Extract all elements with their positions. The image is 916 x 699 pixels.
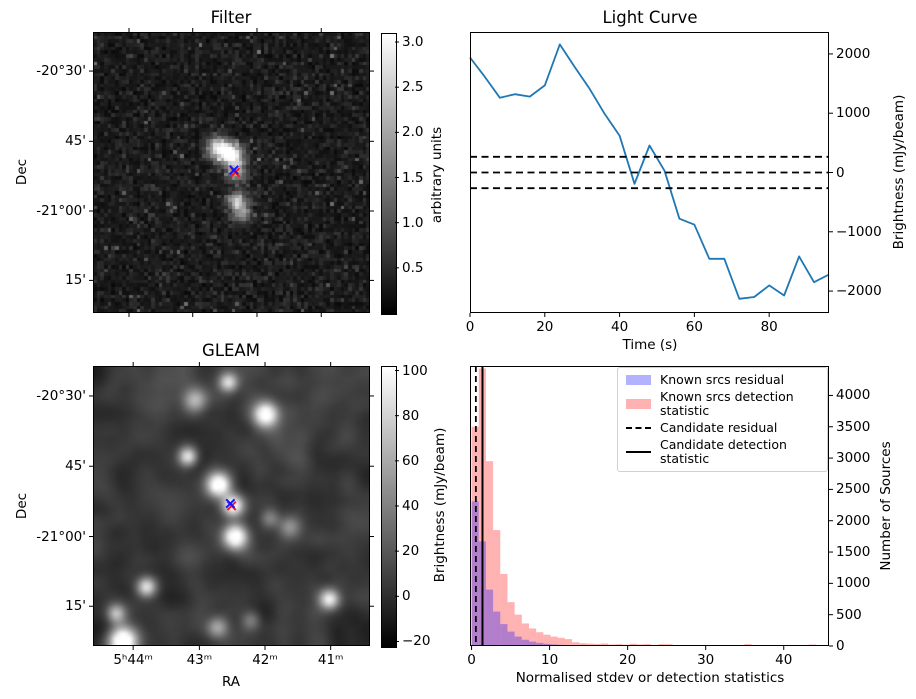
light-curve-x-tick-label: 60 [685, 319, 703, 335]
histogram-y-tick-label: 3000 [836, 450, 871, 467]
gleam-colorbar [381, 366, 397, 648]
histogram-y-axis-label: Number of Sources [878, 441, 894, 571]
light-curve-y-axis-label: Brightness (mJy/beam) [891, 94, 907, 250]
filter-colorbar-tick-label: 2.5 [402, 79, 424, 96]
gleam-colorbar-label: Brightness (mJy/beam) [432, 427, 448, 583]
gleam-x-tick-label: 42ᵐ [252, 652, 278, 668]
gleam-x-tick-label: 5ʰ44ᵐ [113, 652, 153, 668]
legend-swatch-detection [626, 399, 651, 409]
histogram-x-tick-label: 40 [775, 652, 793, 668]
histogram-y-tick-label: 1500 [836, 544, 871, 561]
light-curve-x-axis-label: Time (s) [622, 337, 678, 353]
histogram-y-tick-label: 4000 [836, 387, 871, 404]
filter-colorbar-tick-label: 1.0 [402, 214, 424, 231]
gleam-colorbar-tick-label: 40 [402, 498, 420, 514]
gleam-y-tick-label: 45' [65, 458, 86, 475]
gleam-colorbar-tick-label: −20 [402, 633, 431, 650]
legend-item-known-srcs-residual: Known srcs residual [626, 373, 819, 387]
light-curve-x-tick-label: 20 [536, 319, 554, 335]
legend-item-known-srcs-detection: Known srcs detection statistic [626, 390, 819, 418]
gleam-colorbar-tick-label: 100 [402, 362, 428, 379]
light-curve-x-tick-label: 0 [465, 319, 475, 335]
legend-label: Candidate detection statistic [660, 437, 787, 466]
histogram-y-tick-label: 1000 [836, 575, 871, 592]
legend-swatch-residual [626, 375, 651, 385]
legend-item-candidate-residual: Candidate residual [626, 421, 819, 435]
gleam-y-tick-label: -20°30' [36, 387, 86, 404]
histogram-legend: Known srcs residual Known srcs detection… [617, 367, 828, 472]
histogram-x-tick-label: 20 [619, 652, 637, 668]
filter-y-tick-label: -21°00' [36, 202, 86, 219]
histogram-y-tick-label: 2500 [836, 481, 871, 498]
legend-dashed-line-swatch [626, 427, 651, 429]
filter-y-axis-label: Dec [14, 158, 30, 186]
light-curve-title: Light Curve [602, 8, 698, 27]
gleam-colorbar-tick-label: 20 [402, 543, 420, 560]
gleam-y-tick-label: 15' [65, 598, 86, 615]
histogram-x-tick-label: 10 [541, 652, 559, 668]
light-curve-x-tick-label: 40 [610, 319, 629, 335]
histogram-y-tick-label: 0 [836, 638, 845, 654]
gleam-y-tick-label: -21°00' [36, 528, 86, 545]
light-curve-x-tick-label: 80 [760, 319, 778, 335]
filter-title: Filter [210, 8, 252, 27]
filter-colorbar-tick-label: 0.5 [402, 259, 424, 276]
gleam-x-axis-label: RA [221, 674, 241, 690]
filter-colorbar-tick-label: 1.5 [402, 169, 424, 186]
legend-solid-line-swatch [626, 451, 651, 453]
legend-item-candidate-detection: Candidate detection statistic [626, 438, 819, 466]
legend-label: Candidate residual [660, 420, 778, 435]
gleam-y-axis-label: Dec [14, 492, 30, 520]
filter-colorbar-tick-label: 2.0 [402, 124, 424, 141]
light-curve-y-tick-label: −1000 [836, 223, 882, 240]
light-curve-y-tick-label: 0 [836, 164, 845, 181]
filter-colorbar-tick-label: 3.0 [402, 34, 424, 51]
gleam-x-tick-label: 43ᵐ [186, 652, 213, 668]
gleam-x-tick-label: 41ᵐ [317, 652, 344, 668]
filter-y-tick-label: -20°30' [36, 63, 86, 80]
histogram-y-tick-label: 3500 [836, 418, 871, 435]
light-curve-y-tick-label: 2000 [836, 45, 871, 62]
light-curve-y-tick-label: 1000 [836, 105, 871, 122]
gleam-colorbar-tick-label: 0 [402, 588, 411, 605]
legend-label: Known srcs detection statistic [660, 389, 794, 418]
gleam-title: GLEAM [202, 341, 260, 360]
gleam-colorbar-tick-label: 60 [402, 452, 420, 469]
histogram-x-axis-label: Normalised stdev or detection statistics [515, 670, 785, 686]
histogram-y-tick-label: 2000 [836, 512, 871, 529]
filter-colorbar [381, 33, 397, 315]
gleam-heatmap-image [93, 366, 370, 646]
histogram-y-tick-label: 500 [836, 606, 862, 623]
gleam-colorbar-tick-label: 80 [402, 407, 420, 424]
filter-y-tick-label: 45' [65, 133, 86, 150]
filter-colorbar-label: arbitrary units [429, 126, 445, 224]
light-curve-y-tick-label: −2000 [836, 283, 882, 300]
legend-label: Known srcs residual [660, 372, 785, 387]
filter-heatmap-image [93, 32, 370, 313]
histogram-x-tick-label: 30 [697, 652, 715, 668]
filter-y-tick-label: 15' [65, 272, 86, 289]
histogram-x-tick-label: 0 [467, 652, 476, 668]
